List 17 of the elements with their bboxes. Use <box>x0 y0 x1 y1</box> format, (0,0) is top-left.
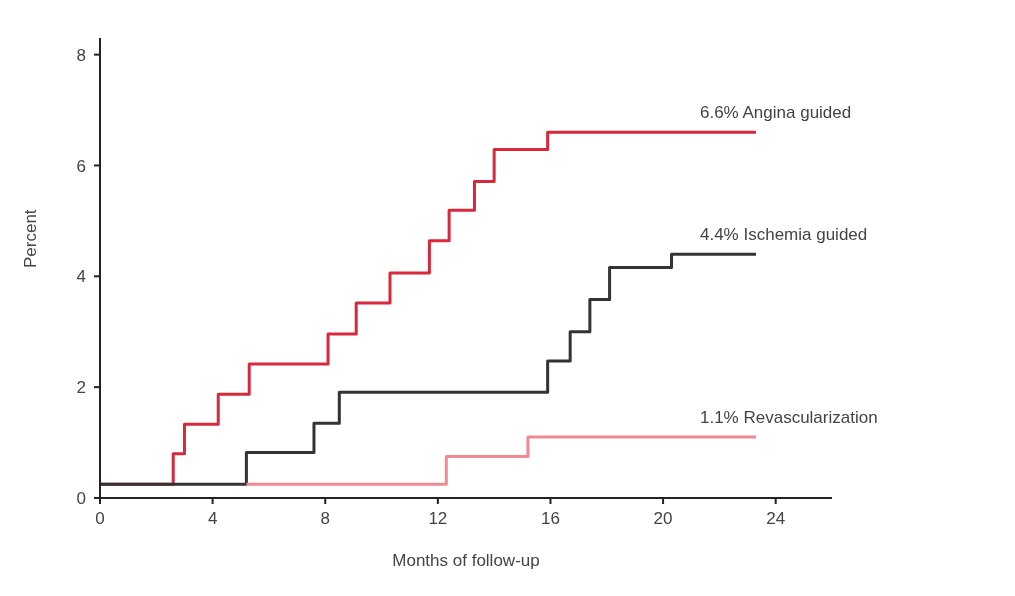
y-tick-label: 0 <box>76 489 86 509</box>
x-tick-label: 4 <box>207 509 218 529</box>
x-axis-title: Months of follow-up <box>392 551 540 570</box>
x-tick-label: 12 <box>428 509 448 529</box>
x-tick-label: 20 <box>653 509 673 529</box>
y-tick-label: 4 <box>76 267 86 287</box>
x-tick-label: 8 <box>320 509 330 529</box>
x-tick-label: 16 <box>541 509 560 529</box>
series-label: 6.6% Angina guided <box>699 103 852 123</box>
x-tick-label: 24 <box>766 509 786 529</box>
series-label: 4.4% Ischemia guided <box>699 225 868 245</box>
x-tick-label: 0 <box>95 509 105 529</box>
y-axis-title: Percent <box>21 209 41 268</box>
y-tick-label: 8 <box>76 45 86 65</box>
series-label: 1.1% Revascularization <box>699 408 878 428</box>
y-tick-label: 2 <box>76 378 86 398</box>
y-tick-label: 6 <box>76 156 86 176</box>
